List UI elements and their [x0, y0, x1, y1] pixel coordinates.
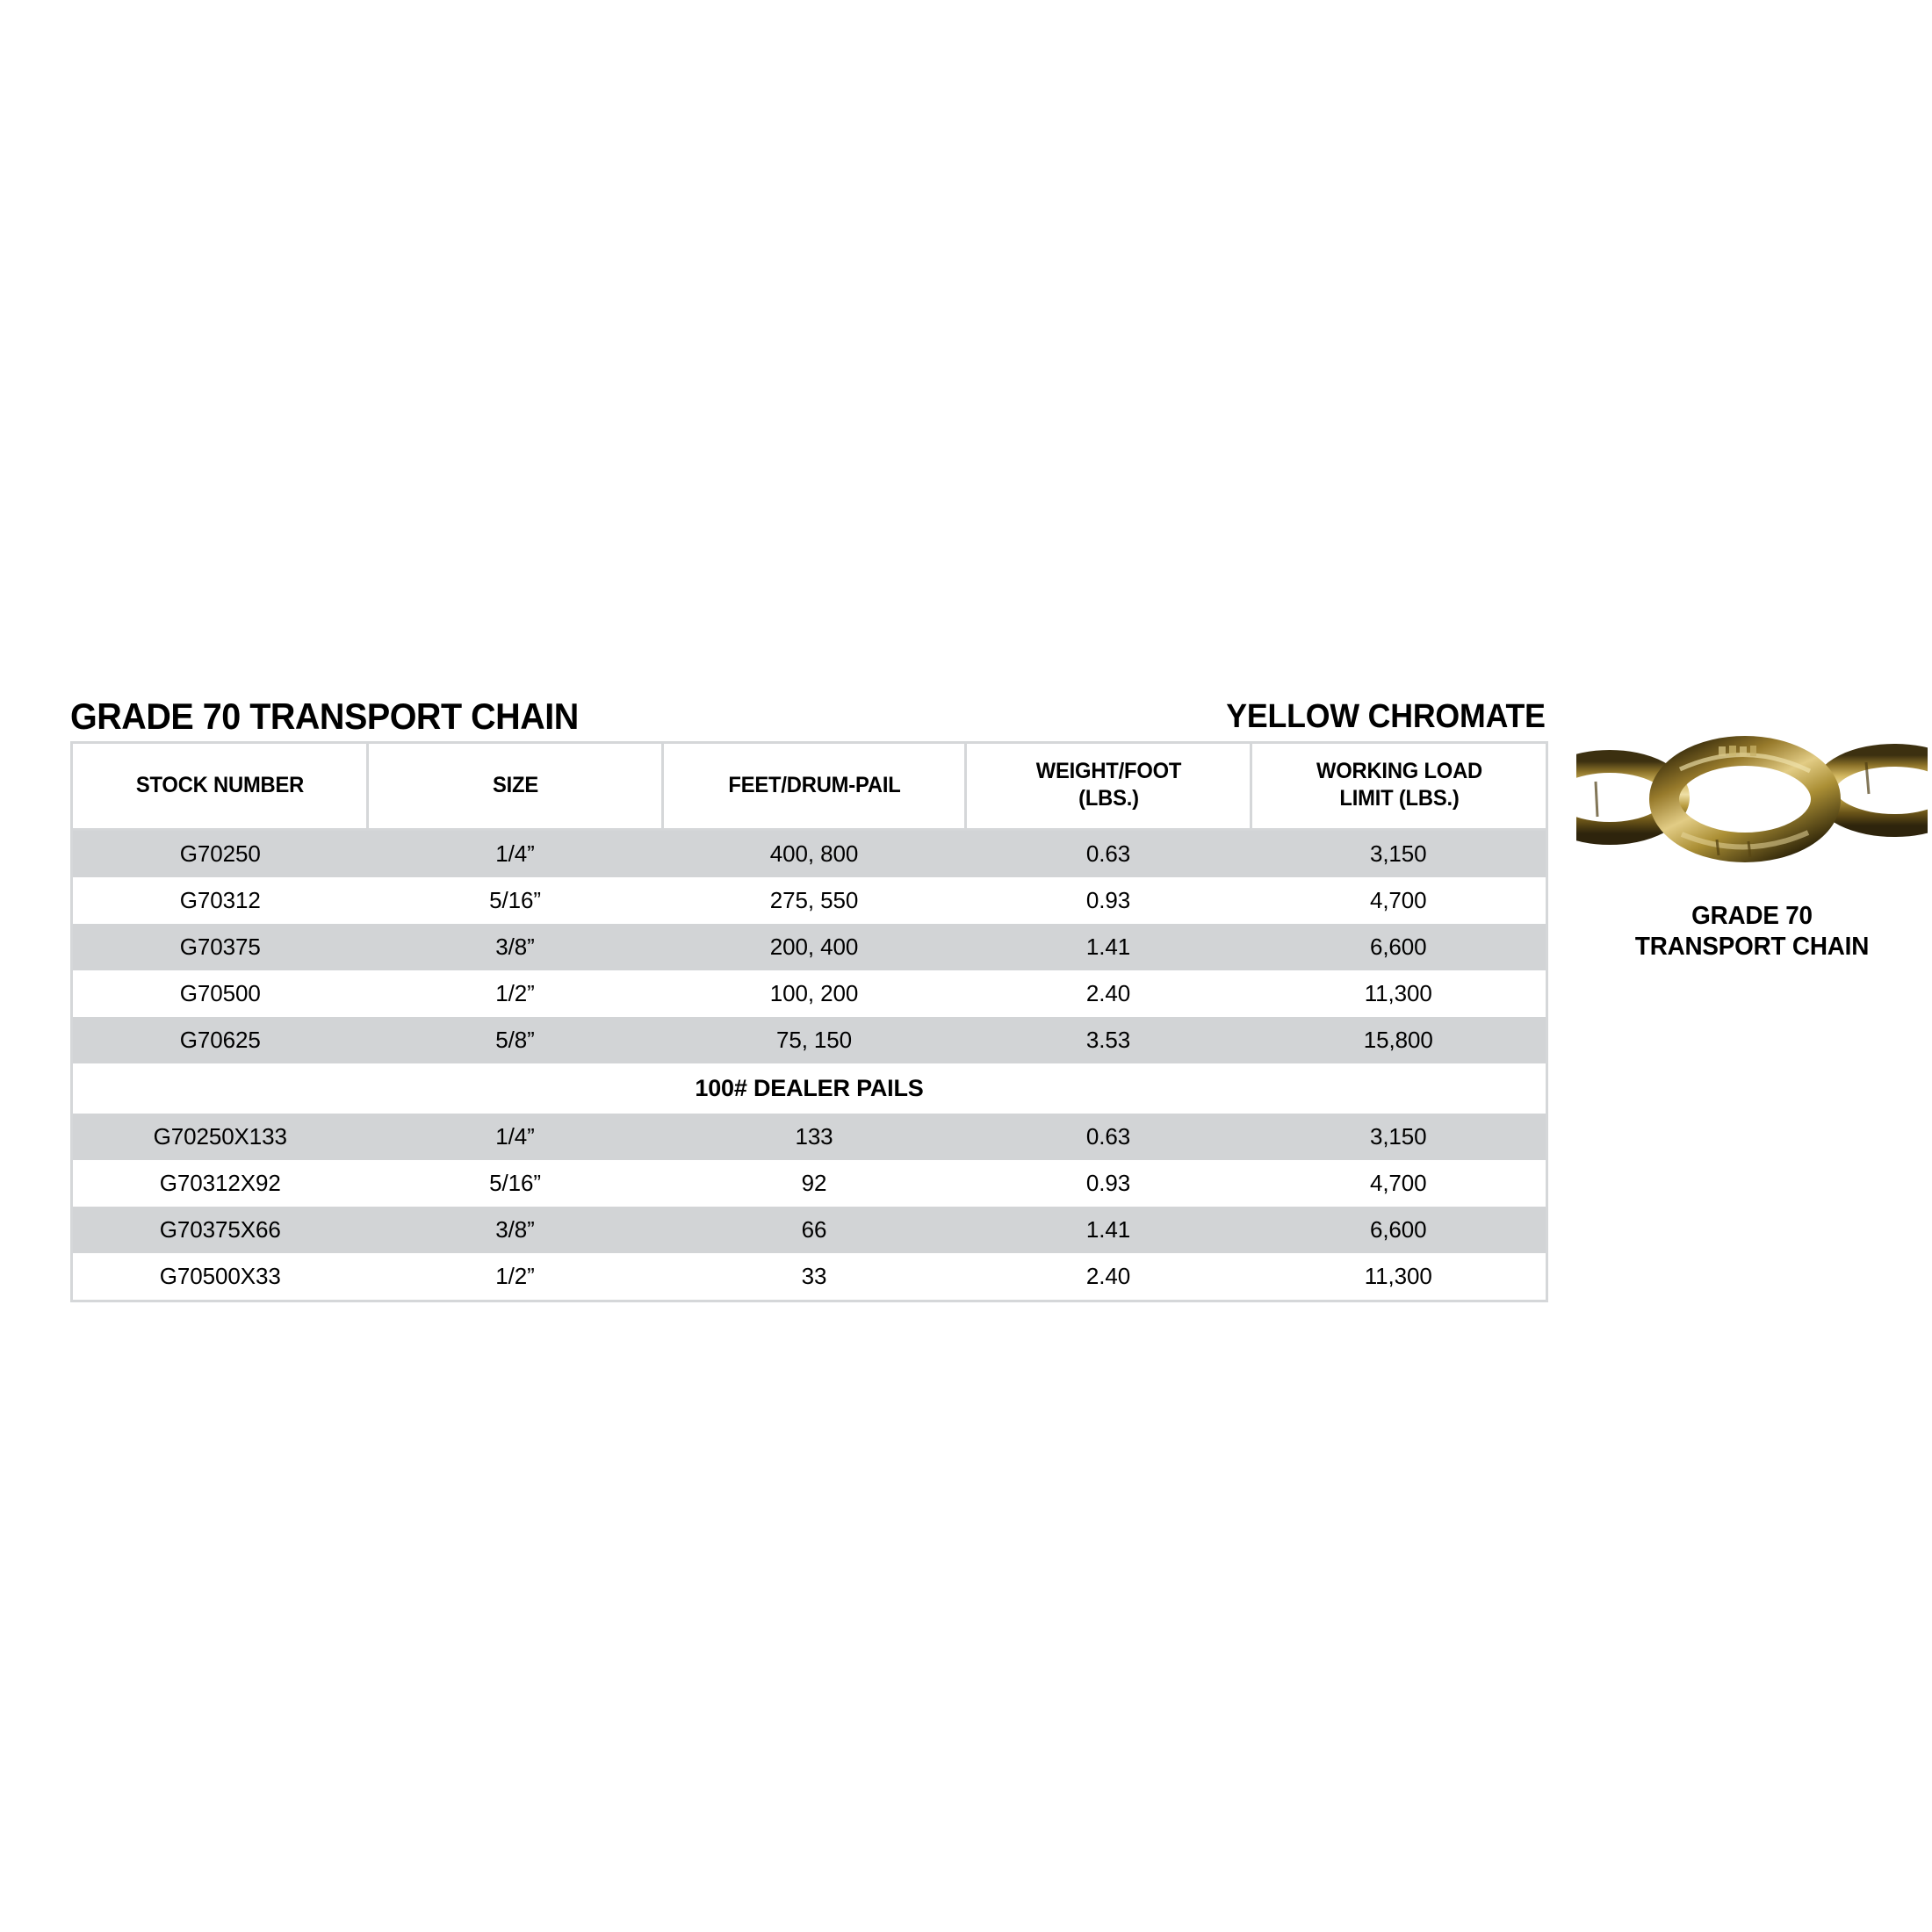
cell-feet: 200, 400 — [662, 924, 966, 970]
chain-weld-mark-3 — [1594, 781, 1599, 818]
cell-stock-number: G70250X133 — [71, 1114, 368, 1160]
chain-link-center-opening — [1696, 776, 1794, 822]
weight-header-line-1: WEIGHT/FOOT — [1035, 759, 1181, 783]
cell-stock-number: G70500 — [71, 970, 368, 1017]
cell-stock-number: G70312 — [71, 877, 368, 924]
weight-header-line-2: (LBS.) — [1078, 786, 1139, 811]
cell-size: 5/16” — [367, 877, 663, 924]
cell-stock-number: G70375 — [71, 924, 368, 970]
cell-working-load-limit: 3,150 — [1251, 829, 1547, 877]
cell-stock-number: G70312X92 — [71, 1160, 368, 1207]
cell-size: 1/2” — [367, 1253, 663, 1301]
chain-spec-table: STOCK NUMBER SIZE FEET/DRUM-PAIL WEIGHT/… — [70, 741, 1548, 1302]
wll-header-line-1: WORKING LOAD — [1316, 759, 1482, 783]
column-header-size: SIZE — [374, 742, 657, 831]
chain-link-photo — [1576, 736, 1928, 876]
column-header-feet-per-drum-pail: FEET/DRUM-PAIL — [670, 742, 960, 831]
figure-caption: GRADE 70 TRANSPORT CHAIN — [1583, 901, 1921, 962]
table-body: G70250 1/4” 400, 800 0.63 3,150 G70312 5… — [71, 829, 1547, 1301]
cell-size: 3/8” — [367, 924, 663, 970]
cell-stock-number: G70250 — [71, 829, 368, 877]
cell-size: 1/2” — [367, 970, 663, 1017]
cell-feet: 400, 800 — [662, 829, 966, 877]
wll-header-line-2: LIMIT (LBS.) — [1338, 786, 1460, 811]
column-header-weight-per-foot: WEIGHT/FOOT (LBS.) — [972, 742, 1245, 831]
cell-working-load-limit: 6,600 — [1251, 924, 1547, 970]
cell-stock-number: G70500X33 — [71, 1253, 368, 1301]
cell-weight: 0.63 — [965, 829, 1251, 877]
table-row: G70500X33 1/2” 33 2.40 11,300 — [71, 1253, 1547, 1301]
table-header-row: STOCK NUMBER SIZE FEET/DRUM-PAIL WEIGHT/… — [72, 742, 1547, 831]
cell-working-load-limit: 6,600 — [1251, 1207, 1547, 1253]
table-header: STOCK NUMBER SIZE FEET/DRUM-PAIL WEIGHT/… — [72, 742, 1547, 831]
cell-feet: 75, 150 — [662, 1017, 966, 1063]
table-row: G70375X66 3/8” 66 1.41 6,600 — [71, 1207, 1547, 1253]
table-row: G70250 1/4” 400, 800 0.63 3,150 — [71, 829, 1547, 877]
cell-size: 5/8” — [367, 1017, 663, 1063]
cell-feet: 100, 200 — [662, 970, 966, 1017]
chain-highlight-bottom — [1680, 830, 1810, 850]
cell-feet: 66 — [662, 1207, 966, 1253]
cell-size: 5/16” — [367, 1160, 663, 1207]
section-label-dealer-pails: 100# DEALER PAILS — [71, 1063, 1547, 1114]
cell-stock-number: G70375X66 — [71, 1207, 368, 1253]
cell-working-load-limit: 3,150 — [1251, 1114, 1547, 1160]
cell-stock-number: G70625 — [71, 1017, 368, 1063]
chain-weld-mark-1 — [1715, 839, 1720, 856]
figure-caption-line-2: TRANSPORT CHAIN — [1634, 933, 1870, 961]
cell-size: 3/8” — [367, 1207, 663, 1253]
cell-weight: 2.40 — [965, 1253, 1251, 1301]
cell-weight: 0.93 — [965, 877, 1251, 924]
figure-caption-line-1: GRADE 70 — [1691, 902, 1813, 930]
chain-weld-mark-4 — [1864, 761, 1871, 795]
cell-working-load-limit: 4,700 — [1251, 877, 1547, 924]
finish-label: YELLOW CHROMATE — [1226, 698, 1546, 735]
chain-grade-stamp — [1719, 746, 1756, 756]
cell-weight: 1.41 — [965, 1207, 1251, 1253]
table-row: G70312 5/16” 275, 550 0.93 4,700 — [71, 877, 1547, 924]
header-row: GRADE 70 TRANSPORT CHAIN YELLOW CHROMATE — [70, 694, 1546, 736]
cell-weight: 0.63 — [965, 1114, 1251, 1160]
table-row: G70375 3/8” 200, 400 1.41 6,600 — [71, 924, 1547, 970]
page-title: GRADE 70 TRANSPORT CHAIN — [70, 696, 579, 737]
cell-feet: 92 — [662, 1160, 966, 1207]
cell-working-load-limit: 15,800 — [1251, 1017, 1547, 1063]
column-header-working-load-limit: WORKING LOAD LIMIT (LBS.) — [1258, 742, 1540, 831]
cell-weight: 0.93 — [965, 1160, 1251, 1207]
cell-weight: 2.40 — [965, 970, 1251, 1017]
table-row: G70500 1/2” 100, 200 2.40 11,300 — [71, 970, 1547, 1017]
table-section-divider-row: 100# DEALER PAILS — [71, 1063, 1547, 1114]
column-header-stock-number: STOCK NUMBER — [78, 742, 362, 831]
cell-feet: 33 — [662, 1253, 966, 1301]
cell-working-load-limit: 11,300 — [1251, 970, 1547, 1017]
cell-feet: 275, 550 — [662, 877, 966, 924]
product-figure: GRADE 70 TRANSPORT CHAIN — [1576, 736, 1928, 962]
table-row: G70312X92 5/16” 92 0.93 4,700 — [71, 1160, 1547, 1207]
cell-weight: 1.41 — [965, 924, 1251, 970]
cell-weight: 3.53 — [965, 1017, 1251, 1063]
cell-working-load-limit: 11,300 — [1251, 1253, 1547, 1301]
cell-working-load-limit: 4,700 — [1251, 1160, 1547, 1207]
cell-size: 1/4” — [367, 1114, 663, 1160]
chain-weld-mark-2 — [1747, 840, 1752, 858]
cell-size: 1/4” — [367, 829, 663, 877]
table-row: G70625 5/8” 75, 150 3.53 15,800 — [71, 1017, 1547, 1063]
table-row: G70250X133 1/4” 133 0.63 3,150 — [71, 1114, 1547, 1160]
cell-feet: 133 — [662, 1114, 966, 1160]
spec-sheet-block: GRADE 70 TRANSPORT CHAIN YELLOW CHROMATE… — [70, 694, 1548, 1302]
